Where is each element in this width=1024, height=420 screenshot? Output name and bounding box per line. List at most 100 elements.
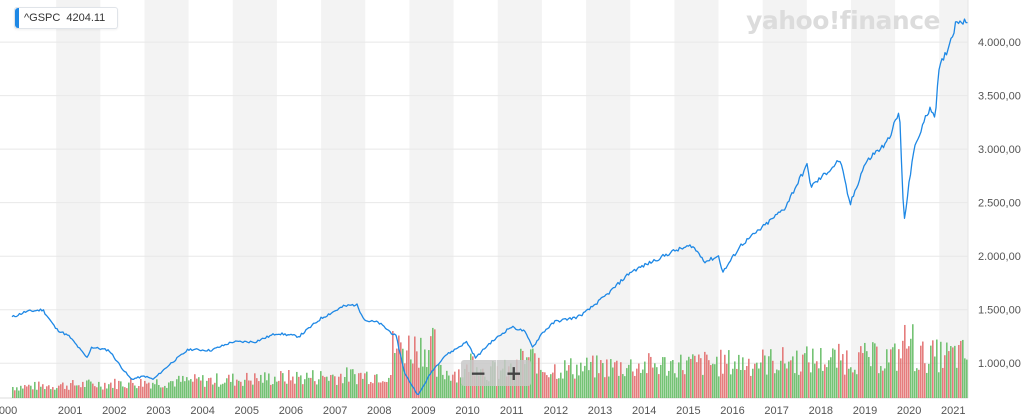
volume-bar bbox=[328, 380, 330, 398]
x-tick-label: 2013 bbox=[588, 405, 612, 417]
volume-bar bbox=[340, 373, 342, 398]
volume-bar bbox=[96, 387, 98, 398]
volume-bar bbox=[838, 343, 840, 398]
volume-bar bbox=[506, 376, 508, 398]
volume-bar bbox=[576, 364, 578, 398]
volume-bar bbox=[258, 381, 260, 398]
volume-bar bbox=[892, 347, 894, 398]
volume-bar bbox=[902, 340, 904, 398]
x-tick-label: 2012 bbox=[544, 405, 568, 417]
volume-bar bbox=[322, 375, 324, 398]
x-tick-label: 2006 bbox=[279, 405, 303, 417]
volume-bar bbox=[136, 388, 138, 398]
volume-bar bbox=[208, 378, 210, 398]
volume-bar bbox=[648, 353, 650, 398]
volume-bar bbox=[12, 386, 14, 398]
volume-bar bbox=[60, 384, 62, 398]
volume-bar bbox=[732, 368, 734, 398]
volume-bar bbox=[924, 363, 926, 398]
volume-bar bbox=[156, 379, 158, 398]
zoom-out-button[interactable]: − bbox=[469, 361, 487, 385]
volume-bar bbox=[14, 390, 16, 398]
volume-bar bbox=[906, 348, 908, 398]
volume-bar bbox=[172, 381, 174, 398]
year-band bbox=[939, 0, 968, 398]
x-tick-label: 2017 bbox=[764, 405, 788, 417]
volume-bar bbox=[950, 346, 952, 398]
volume-bar bbox=[196, 378, 198, 398]
year-band bbox=[321, 0, 366, 398]
volume-bar bbox=[288, 370, 290, 398]
year-band bbox=[56, 0, 101, 398]
volume-bar bbox=[636, 368, 638, 398]
volume-bar bbox=[48, 385, 50, 398]
volume-bar bbox=[650, 356, 652, 398]
volume-bar bbox=[662, 357, 664, 398]
volume-bar bbox=[962, 339, 964, 398]
volume-bar bbox=[910, 338, 912, 398]
series-legend[interactable]: ^GSPC 4204.11 bbox=[14, 7, 119, 29]
zoom-in-button[interactable]: + bbox=[495, 360, 532, 386]
volume-bar bbox=[690, 358, 692, 398]
volume-bar bbox=[782, 347, 784, 398]
volume-bar bbox=[578, 375, 580, 398]
volume-bar bbox=[180, 381, 182, 398]
volume-bar bbox=[842, 354, 844, 398]
x-tick-label: 2021 bbox=[941, 405, 965, 417]
volume-bar bbox=[822, 370, 824, 398]
volume-bar bbox=[880, 366, 882, 398]
volume-bar bbox=[770, 349, 772, 398]
volume-bar bbox=[390, 374, 392, 398]
volume-bar bbox=[366, 371, 368, 398]
volume-bar bbox=[318, 379, 320, 398]
volume-bar bbox=[616, 360, 618, 398]
volume-bar bbox=[114, 378, 116, 398]
volume-bar bbox=[672, 360, 674, 398]
volume-bar bbox=[898, 349, 900, 398]
volume-bar bbox=[238, 380, 240, 398]
volume-bar bbox=[86, 380, 88, 398]
volume-bar bbox=[130, 378, 132, 398]
volume-bar bbox=[580, 362, 582, 398]
volume-bar bbox=[754, 363, 756, 398]
volume-bar bbox=[574, 378, 576, 398]
volume-bar bbox=[98, 381, 100, 398]
volume-bar bbox=[752, 368, 754, 398]
volume-bar bbox=[394, 353, 396, 398]
volume-bar bbox=[750, 375, 752, 398]
volume-bar bbox=[270, 384, 272, 398]
volume-bar bbox=[766, 374, 768, 398]
volume-bar bbox=[848, 368, 850, 398]
volume-bar bbox=[444, 379, 446, 398]
x-tick-label: 2007 bbox=[323, 405, 347, 417]
volume-bar bbox=[222, 383, 224, 398]
volume-bar bbox=[306, 372, 308, 398]
volume-bar bbox=[442, 374, 444, 398]
volume-bar bbox=[132, 382, 134, 398]
volume-bar bbox=[356, 384, 358, 398]
volume-bar bbox=[72, 380, 74, 398]
volume-bar bbox=[818, 368, 820, 398]
x-tick-label: 2015 bbox=[676, 405, 700, 417]
volume-bar bbox=[74, 385, 76, 398]
x-tick-label: 2011 bbox=[500, 405, 524, 417]
volume-bar bbox=[296, 371, 298, 398]
volume-bar bbox=[896, 370, 898, 398]
volume-bar bbox=[830, 357, 832, 398]
volume-bar bbox=[182, 375, 184, 398]
volume-bar bbox=[436, 376, 438, 398]
volume-bar bbox=[360, 372, 362, 398]
volume-bar bbox=[380, 382, 382, 398]
volume-bar bbox=[396, 348, 398, 398]
volume-bar bbox=[558, 378, 560, 398]
volume-bar bbox=[302, 384, 304, 398]
y-tick-label: 1.500,00 bbox=[978, 305, 1021, 317]
volume-bar bbox=[606, 359, 608, 398]
volume-bar bbox=[544, 372, 546, 398]
volume-bar bbox=[348, 381, 350, 398]
volume-bar bbox=[460, 377, 462, 398]
volume-bar bbox=[202, 375, 204, 398]
volume-bar bbox=[542, 371, 544, 398]
